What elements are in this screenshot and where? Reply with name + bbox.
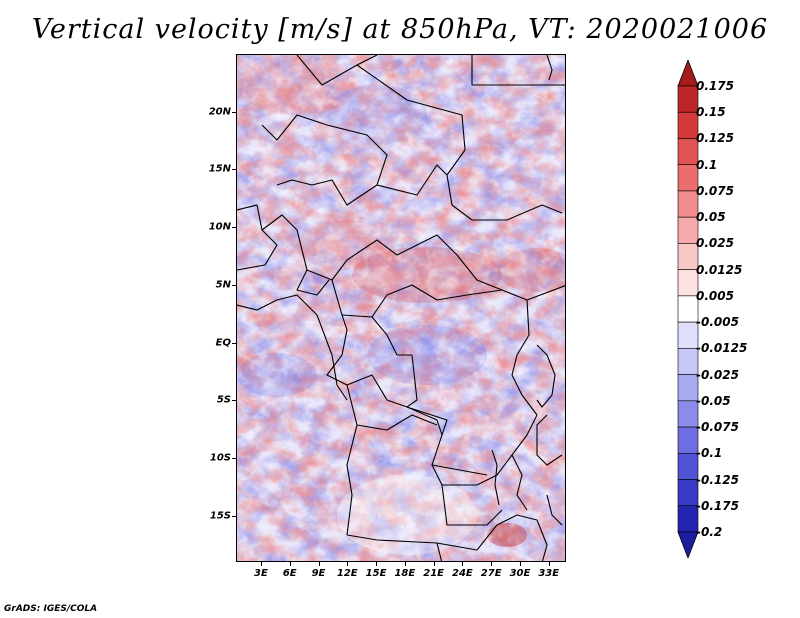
colorbar-band	[677, 426, 699, 454]
colorbar-band	[677, 505, 699, 533]
colorbar-top-arrow	[677, 60, 699, 87]
lat-tick-label: 15N	[208, 163, 231, 175]
lat-tick-mark	[232, 169, 236, 171]
colorbar-band	[677, 452, 699, 480]
country-boundaries	[237, 55, 565, 561]
lon-tick-mark	[433, 562, 435, 566]
colorbar-band	[677, 321, 699, 349]
lon-tick-mark	[260, 562, 262, 566]
colorbar-label: 0.05	[696, 210, 726, 225]
lon-tick-label: 18E	[394, 568, 416, 579]
lat-tick-label: 5N	[215, 279, 231, 291]
lon-tick-label: 15E	[365, 568, 387, 579]
colorbar-label: -0.0125	[696, 341, 748, 356]
colorbar-label: -0.175	[696, 498, 739, 513]
colorbar-band	[677, 348, 699, 375]
colorbar-label: -0.025	[696, 367, 739, 382]
colorbar-label: 0.0125	[696, 262, 743, 277]
lat-tick-label: 5S	[216, 394, 231, 406]
colorbar-band	[677, 243, 699, 270]
colorbar-label: -0.1	[696, 446, 723, 461]
neutral-patches	[237, 55, 565, 561]
colorbar-label: 0.15	[696, 105, 726, 120]
lon-tick-mark	[376, 562, 378, 566]
lat-tick-label: EQ	[215, 337, 231, 349]
colorbar-label: -0.075	[696, 420, 739, 435]
colorbar-label: 0.005	[696, 288, 734, 303]
colorbar-label: -0.005	[696, 315, 739, 330]
lat-tick-label: 20N	[208, 106, 231, 118]
chart-title: Vertical velocity [m/s] at 850hPa, VT: 2…	[31, 14, 769, 45]
lon-tick-mark	[347, 562, 349, 566]
lon-tick-label: 27E	[480, 568, 502, 579]
lat-tick-mark	[232, 284, 236, 286]
colorbar-band	[677, 374, 699, 402]
lon-tick-label: 9E	[311, 568, 326, 579]
vertical-velocity-field	[237, 55, 565, 561]
colorbar-label: -0.125	[696, 472, 739, 487]
lon-tick-mark	[404, 562, 406, 566]
colorbar-band	[677, 111, 699, 139]
colorbar-label: -0.05	[696, 393, 731, 408]
colorbar-band	[677, 85, 699, 113]
colorbar-band	[677, 269, 699, 297]
colorbar-band	[677, 295, 699, 323]
colorbar-label: 0.025	[696, 236, 734, 251]
lat-tick-mark	[232, 111, 236, 113]
lat-tick-mark	[232, 458, 236, 460]
colorbar-label: 0.125	[696, 131, 734, 146]
lon-tick-label: 6E	[282, 568, 297, 579]
lon-tick-label: 24E	[452, 568, 473, 579]
lon-tick-mark	[491, 562, 493, 566]
lon-tick-label: 30E	[509, 568, 531, 579]
lon-tick-mark	[289, 562, 291, 566]
software-credit: GrADS: IGES/COLA	[4, 604, 98, 614]
lat-tick-mark	[232, 342, 236, 344]
lat-tick-mark	[232, 515, 236, 517]
lat-tick-mark	[232, 400, 236, 402]
colorbar-band	[677, 190, 699, 218]
colorbar	[677, 60, 699, 558]
lat-tick-label: 15S	[209, 510, 231, 522]
colorbar-label: -0.2	[696, 525, 723, 539]
lon-tick-label: 12E	[336, 568, 358, 579]
lat-tick-label: 10N	[208, 221, 231, 233]
colorbar-label: 0.1	[696, 157, 718, 172]
colorbar-band	[677, 479, 699, 507]
lon-tick-label: 21E	[423, 568, 444, 579]
colorbar-label: 0.075	[696, 183, 734, 198]
colorbar-label: 0.175	[696, 79, 734, 93]
lon-tick-mark	[318, 562, 320, 566]
lon-tick-mark	[519, 562, 521, 566]
map-plot-area	[236, 54, 566, 562]
lon-tick-mark	[548, 562, 550, 566]
lon-tick-label: 33E	[538, 568, 560, 579]
lat-tick-mark	[232, 227, 236, 229]
colorbar-band	[677, 164, 699, 192]
colorbar-bottom-arrow	[677, 531, 699, 558]
colorbar-band	[677, 400, 699, 428]
lon-tick-label: 3E	[254, 568, 268, 579]
lat-tick-label: 10S	[209, 452, 231, 464]
lon-tick-mark	[462, 562, 464, 566]
colorbar-band	[677, 138, 699, 166]
colorbar-band	[677, 216, 699, 244]
